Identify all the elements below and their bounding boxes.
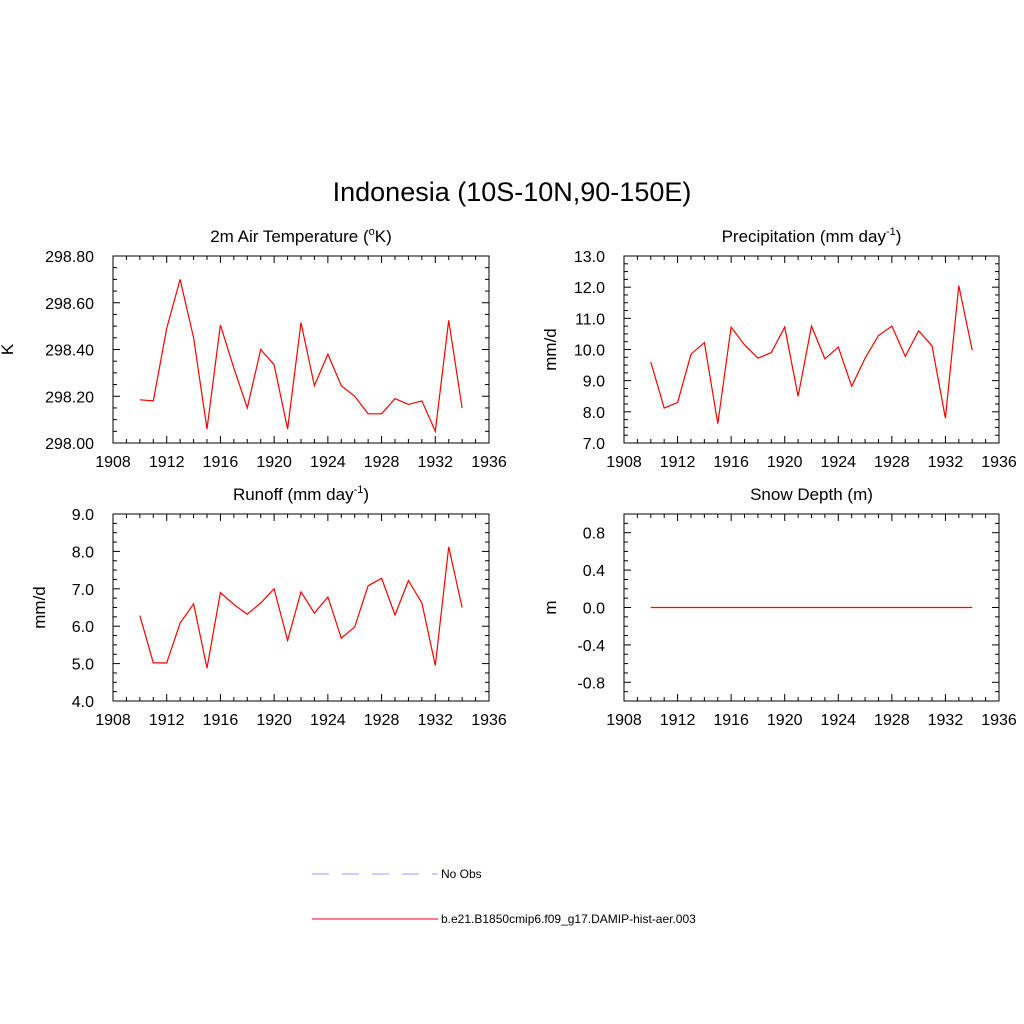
x-tick-label: 1916 [713,454,749,471]
x-tick-label: 1912 [660,712,696,729]
x-tick-label: 1920 [256,454,292,471]
legend-label-model: b.e21.B1850cmip6.f09_g17.DAMIP-hist-aer.… [441,912,696,926]
x-tick-label: 1908 [95,454,131,471]
panel-air-temperature: 1908 1912 1916 1920 1924 1928 1932 1936 298.00 29… [0,226,507,471]
panel-title: Precipitation (mm day-1) [722,226,902,246]
x-tick-label: 1928 [874,454,910,471]
x-tick-label: 1916 [203,454,239,471]
y-axis-label: mm/d [541,328,560,371]
x-tick-label: 1924 [310,712,346,729]
series-line [139,279,463,434]
x-tick-label: 1912 [149,712,185,729]
y-tick-label: 12.0 [574,280,605,297]
x-tick-label: 1936 [981,712,1017,729]
plot-frame [112,255,490,444]
plot-frame [623,255,1000,444]
x-tick-label: 1924 [820,454,856,471]
panel-title: Runoff (mm day-1) [233,484,369,504]
x-tick-label: 1908 [606,454,642,471]
x-tick-label: 1932 [417,454,453,471]
figure-title: Indonesia (10S-10N,90-150E) [333,177,692,207]
y-tick-label: 10.0 [574,343,605,360]
plot-frame [112,513,490,702]
y-tick-label: 298.60 [45,296,94,313]
y-tick-label: 298.40 [45,343,94,360]
y-tick-label: 0.8 [583,526,605,543]
y-tick-label: 6.0 [72,619,94,636]
panel-title: 2m Air Temperature (oK) [210,226,392,246]
series-line [650,285,973,424]
y-axis-label: mm/d [30,586,49,629]
y-tick-label: 0.4 [583,563,605,580]
panel-runoff: 1908 1912 1916 1920 1924 1928 1932 1936 4.0 5.0 6.… [30,484,507,729]
x-tick-label: 1936 [471,712,507,729]
legend-label-no-obs: No Obs [441,867,482,881]
x-tick-label: 1928 [364,712,400,729]
y-tick-label: 298.80 [45,249,94,266]
panel-snow-depth: 1908 1912 1916 1920 1924 1928 1932 1936 -0.8 -0.4… [541,485,1017,729]
y-tick-label: 13.0 [574,249,605,266]
y-tick-label: 4.0 [72,694,94,711]
x-tick-label: 1908 [95,712,131,729]
x-tick-label: 1924 [820,712,856,729]
x-tick-label: 1924 [310,454,346,471]
y-tick-label: 11.0 [575,311,605,328]
x-tick-label: 1936 [981,454,1017,471]
panel-precipitation: 1908 1912 1916 1920 1924 1928 1932 1936 7.0 8.0 9.… [541,226,1017,471]
y-tick-label: 7.0 [72,582,94,599]
x-tick-label: 1908 [606,712,642,729]
y-tick-label: 298.00 [45,436,94,453]
y-tick-label: -0.8 [577,675,605,692]
x-tick-label: 1920 [767,712,803,729]
x-tick-label: 1936 [471,454,507,471]
x-tick-label: 1912 [660,454,696,471]
x-tick-label: 1928 [364,454,400,471]
x-tick-label: 1920 [256,712,292,729]
x-tick-label: 1932 [928,454,964,471]
y-tick-label: 8.0 [72,544,94,561]
y-tick-label: 5.0 [72,657,94,674]
y-tick-label: 0.0 [583,601,605,618]
y-tick-label: 9.0 [72,507,94,524]
x-tick-label: 1920 [767,454,803,471]
panels: 1908 1912 1916 1920 1924 1928 1932 1936 298.00 29… [0,226,1017,729]
x-tick-label: 1916 [203,712,239,729]
y-axis-label: K [0,343,17,355]
panel-title: Snow Depth (m) [750,485,873,504]
x-tick-label: 1928 [874,712,910,729]
x-tick-label: 1932 [928,712,964,729]
y-tick-label: 7.0 [583,436,605,453]
x-tick-label: 1912 [149,454,185,471]
legend: No Obs b.e21.B1850cmip6.f09_g17.DAMIP-hi… [312,867,696,926]
y-tick-label: 9.0 [583,374,605,391]
y-tick-label: 298.20 [45,389,94,406]
x-tick-label: 1916 [713,712,749,729]
x-tick-label: 1932 [417,712,453,729]
series-line [139,546,463,669]
y-axis-label: m [541,600,560,614]
y-tick-label: 8.0 [583,405,605,422]
y-tick-label: -0.4 [577,638,605,655]
